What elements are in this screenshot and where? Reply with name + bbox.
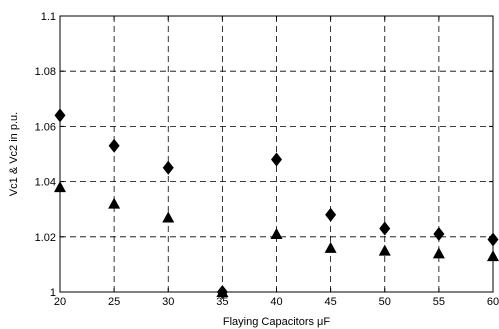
series-1-point — [487, 232, 499, 247]
series-2-point — [54, 181, 66, 193]
y-axis-ticks: 1 1.02 1.04 1.06 1.08 1.1 — [35, 11, 493, 299]
x-tick-label: 50 — [379, 296, 391, 308]
series-1-point — [108, 138, 120, 153]
y-tick-label: 1.08 — [35, 66, 56, 78]
series-1-point — [271, 152, 282, 167]
x-tick-label: 25 — [108, 296, 120, 308]
y-tick-label: 1.02 — [35, 232, 56, 244]
y-axis-label: Vc1 & Vc2 in p.u. — [8, 112, 20, 196]
series-2-point — [108, 197, 121, 209]
series-2-point — [270, 228, 283, 240]
y-tick-label: 1.04 — [35, 177, 56, 189]
x-tick-label: 40 — [270, 296, 282, 308]
x-tick-label: 45 — [325, 296, 337, 308]
series-1-point — [162, 160, 174, 175]
series-2-point — [216, 286, 229, 297]
series-2-point — [487, 250, 499, 262]
x-axis-label: Flaying Capacitors μF — [223, 316, 330, 328]
x-tick-label: 60 — [487, 296, 499, 308]
x-axis-ticks: 20 25 30 35 40 45 50 55 60 — [54, 16, 499, 308]
x-tick-label: 55 — [433, 296, 445, 308]
y-tick-label: 1.06 — [35, 121, 56, 133]
series-2-point — [432, 247, 445, 259]
x-tick-label: 30 — [162, 296, 174, 308]
series-1-point — [54, 108, 66, 123]
series-2-point — [378, 244, 391, 256]
x-tick-label: 35 — [216, 296, 228, 308]
y-tick-label: 1.1 — [41, 11, 56, 23]
series-1-point — [379, 221, 391, 236]
series-2-point — [162, 211, 175, 223]
y-tick-label: 1 — [50, 287, 56, 299]
series-1-point — [325, 207, 337, 222]
series-1-point — [433, 227, 445, 242]
series-2-point — [324, 241, 337, 253]
x-tick-label: 20 — [54, 296, 66, 308]
data-marks — [54, 108, 499, 299]
